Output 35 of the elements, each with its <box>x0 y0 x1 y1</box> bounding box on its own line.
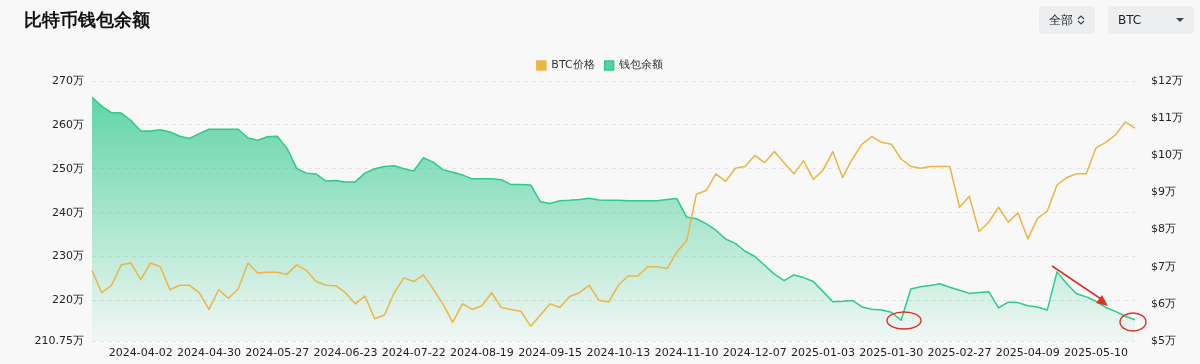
y-tick-label: 230万 <box>52 249 84 263</box>
x-tick-label: 2025-02-27 <box>927 346 992 360</box>
x-tick-label: 2025-01-30 <box>859 346 924 360</box>
y2-tick-label: $12万 <box>1151 73 1183 87</box>
y-tick-label: 260万 <box>52 117 84 131</box>
y-tick-label: 270万 <box>52 73 84 87</box>
y2-tick-label: $6万 <box>1151 296 1176 310</box>
y-tick-label: 250万 <box>52 161 84 175</box>
x-tick-label: 2025-05-10 <box>1064 346 1128 360</box>
chart-title: 比特币钱包余额 <box>24 8 150 32</box>
x-tick-label: 2024-08-19 <box>449 346 514 360</box>
y2-tick-label: $8万 <box>1151 222 1176 236</box>
x-tick-label: 2024-07-22 <box>381 346 446 360</box>
y2-tick-label: $11万 <box>1151 111 1183 124</box>
x-tick-label: 2024-12-07 <box>722 346 787 360</box>
text: 全部 <box>1049 11 1073 29</box>
legend-label: BTC价格 <box>551 58 595 72</box>
x-tick-label: 2025-04-09 <box>995 346 1060 360</box>
x-tick-label: 2024-10-13 <box>586 346 651 360</box>
legend-label: 钱包余额 <box>618 58 664 72</box>
x-tick-label: 2024-09-15 <box>518 346 583 360</box>
x-tick-label: 2024-06-23 <box>313 346 378 360</box>
y-tick-label: 210.75万 <box>34 333 84 347</box>
x-tick-label: 2024-11-10 <box>654 346 719 360</box>
x-tick-label: 2024-04-02 <box>108 346 173 360</box>
x-tick-label: 2024-05-27 <box>245 346 310 360</box>
y-tick-label: 220万 <box>52 293 84 307</box>
x-tick-label: 2025-01-03 <box>791 346 856 360</box>
y2-tick-label: $10万 <box>1151 148 1183 162</box>
y2-tick-label: $7万 <box>1151 259 1176 273</box>
x-tick-label: 2024-04-30 <box>177 346 241 360</box>
y-tick-label: 240万 <box>52 205 84 219</box>
y2-tick-label: $9万 <box>1151 185 1176 199</box>
y2-tick-label: $5万 <box>1151 333 1176 347</box>
text: BTC <box>1118 13 1142 27</box>
